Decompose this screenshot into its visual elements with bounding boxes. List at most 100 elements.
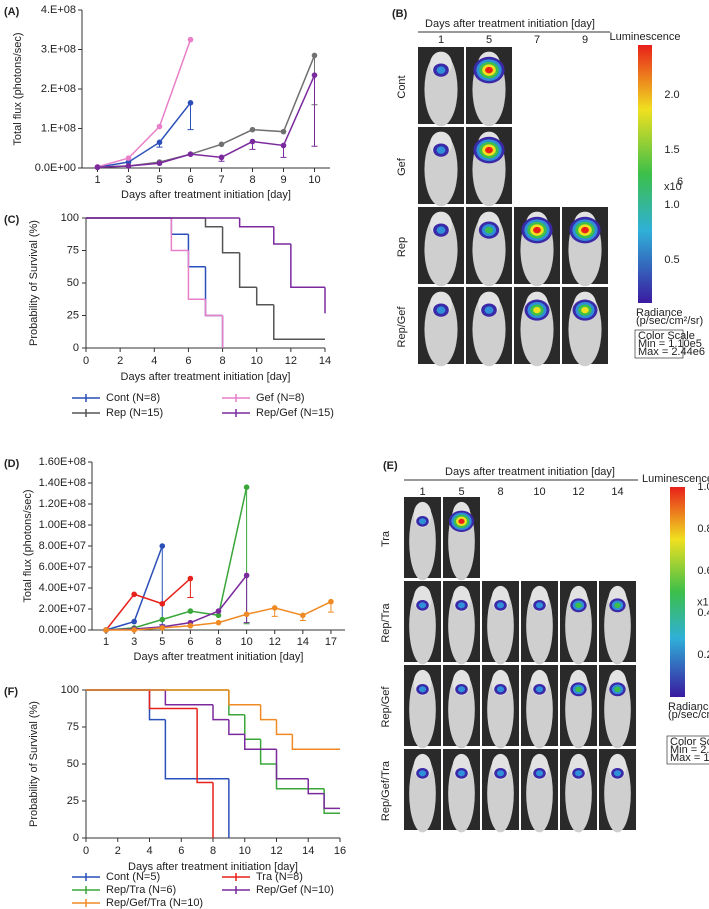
panel-label: (A) bbox=[4, 6, 20, 18]
y-tick-label: 2.E+08 bbox=[41, 83, 76, 95]
radiance-label: Radiance bbox=[668, 701, 709, 713]
signal-blob bbox=[484, 306, 494, 314]
legend-label: Rep/Gef/Tra (N=10) bbox=[106, 897, 203, 909]
x-tick-label: 8 bbox=[215, 636, 221, 648]
colorbar-tick-label: 1.5 bbox=[664, 144, 679, 156]
data-point bbox=[125, 163, 132, 169]
survival-step bbox=[148, 690, 198, 710]
y-tick-label: 0.00E+00 bbox=[39, 624, 86, 636]
survival-step bbox=[238, 218, 274, 228]
panel-label: (D) bbox=[4, 458, 20, 470]
colorbar bbox=[638, 45, 652, 303]
signal-blob bbox=[457, 602, 466, 609]
signal-blob bbox=[613, 770, 622, 777]
survival-step bbox=[228, 690, 261, 706]
data-point bbox=[187, 36, 194, 43]
survival-step bbox=[228, 690, 245, 716]
x-tick-label: 10 bbox=[239, 845, 251, 857]
signal-blob bbox=[418, 770, 427, 777]
day-label: 12 bbox=[572, 486, 584, 498]
data-point bbox=[243, 611, 250, 618]
y-tick-label: 0.0E+00 bbox=[35, 162, 76, 174]
data-point bbox=[215, 619, 222, 626]
y-tick-label: 4.00E+07 bbox=[39, 582, 86, 594]
survival-step bbox=[196, 708, 213, 784]
x-tick-label: 8 bbox=[220, 355, 226, 367]
data-point bbox=[243, 572, 250, 579]
data-point bbox=[187, 575, 194, 582]
y-tick-label: 3.E+08 bbox=[41, 43, 76, 55]
day-label: 5 bbox=[458, 486, 464, 498]
row-label: Tra bbox=[380, 530, 392, 547]
panel-label: (B) bbox=[392, 8, 408, 20]
data-point bbox=[218, 154, 225, 161]
series-line bbox=[105, 577, 191, 631]
survival-step bbox=[259, 739, 277, 765]
data-point bbox=[125, 159, 132, 165]
y-tick-label: 0 bbox=[73, 342, 79, 354]
data-point bbox=[159, 600, 166, 607]
series-line bbox=[97, 102, 192, 168]
signal-blob bbox=[535, 686, 544, 693]
colorbar-title: Luminescence bbox=[642, 473, 709, 485]
signal-blob bbox=[614, 686, 621, 693]
y-tick-label: 1.60E+08 bbox=[39, 456, 86, 468]
colorbar-tick-label: 1.0 bbox=[697, 481, 709, 493]
error-bar bbox=[187, 578, 194, 598]
survival-step bbox=[275, 719, 293, 736]
survival-step bbox=[255, 287, 274, 306]
signal-blob bbox=[436, 226, 446, 234]
colorbar-tick-label: 0.6 bbox=[697, 565, 709, 577]
survival-step bbox=[291, 734, 340, 750]
survival-step bbox=[204, 266, 223, 317]
data-point bbox=[249, 138, 256, 145]
scale-text: Min = 1.10e5 bbox=[638, 338, 702, 350]
survival-step bbox=[204, 299, 223, 317]
x-tick-label: 4 bbox=[146, 845, 152, 857]
legend-label: Rep/Gef (N=10) bbox=[256, 884, 334, 896]
survival-step bbox=[323, 793, 340, 810]
day-label: 1 bbox=[438, 34, 444, 46]
series-line bbox=[97, 55, 316, 168]
scale-text: Color Scale bbox=[670, 736, 709, 748]
x-axis-label: Days after treatment initiation [day] bbox=[134, 651, 304, 663]
signal-blob bbox=[418, 602, 427, 609]
survival-step bbox=[275, 749, 309, 780]
row-label: Rep/Gef bbox=[380, 686, 392, 728]
data-point bbox=[243, 484, 250, 491]
data-point bbox=[280, 142, 287, 149]
day-label: 10 bbox=[533, 486, 545, 498]
legend-swatch bbox=[72, 409, 100, 417]
x-tick-label: 14 bbox=[297, 636, 309, 648]
scale-text: Max = 1.00e6 bbox=[670, 752, 709, 764]
data-point bbox=[125, 155, 132, 161]
scale-text: Color Scale bbox=[638, 330, 695, 342]
y-tick-label: 1.00E+08 bbox=[39, 519, 86, 531]
error-bar bbox=[311, 75, 318, 147]
x-tick-label: 10 bbox=[308, 174, 320, 186]
y-tick-label: 50 bbox=[67, 758, 79, 770]
y-axis-label: Probability of Survival (%) bbox=[28, 701, 40, 827]
y-tick-label: 75 bbox=[67, 721, 79, 733]
x-tick-label: 10 bbox=[240, 636, 252, 648]
data-point bbox=[131, 591, 137, 598]
x-tick-label: 9 bbox=[280, 174, 286, 186]
data-point bbox=[218, 141, 225, 148]
axis-line bbox=[91, 462, 345, 631]
radiance-unit: (p/sec/cm²/sr) bbox=[668, 709, 709, 721]
survival-step bbox=[238, 252, 257, 289]
survival-step bbox=[170, 218, 189, 235]
signal-blob bbox=[533, 306, 541, 314]
data-point bbox=[311, 72, 318, 78]
y-tick-label: 2.00E+07 bbox=[39, 603, 86, 615]
x-tick-label: 16 bbox=[334, 845, 346, 857]
data-point bbox=[187, 100, 194, 106]
day-label: 7 bbox=[534, 34, 540, 46]
x-tick-label: 8 bbox=[210, 845, 216, 857]
panel-label: (C) bbox=[4, 214, 20, 226]
x-tick-label: 0 bbox=[83, 845, 89, 857]
series-line bbox=[97, 39, 192, 168]
scale-text: Max = 2.44e6 bbox=[638, 346, 705, 358]
data-point bbox=[156, 139, 163, 146]
signal-blob bbox=[581, 306, 589, 314]
